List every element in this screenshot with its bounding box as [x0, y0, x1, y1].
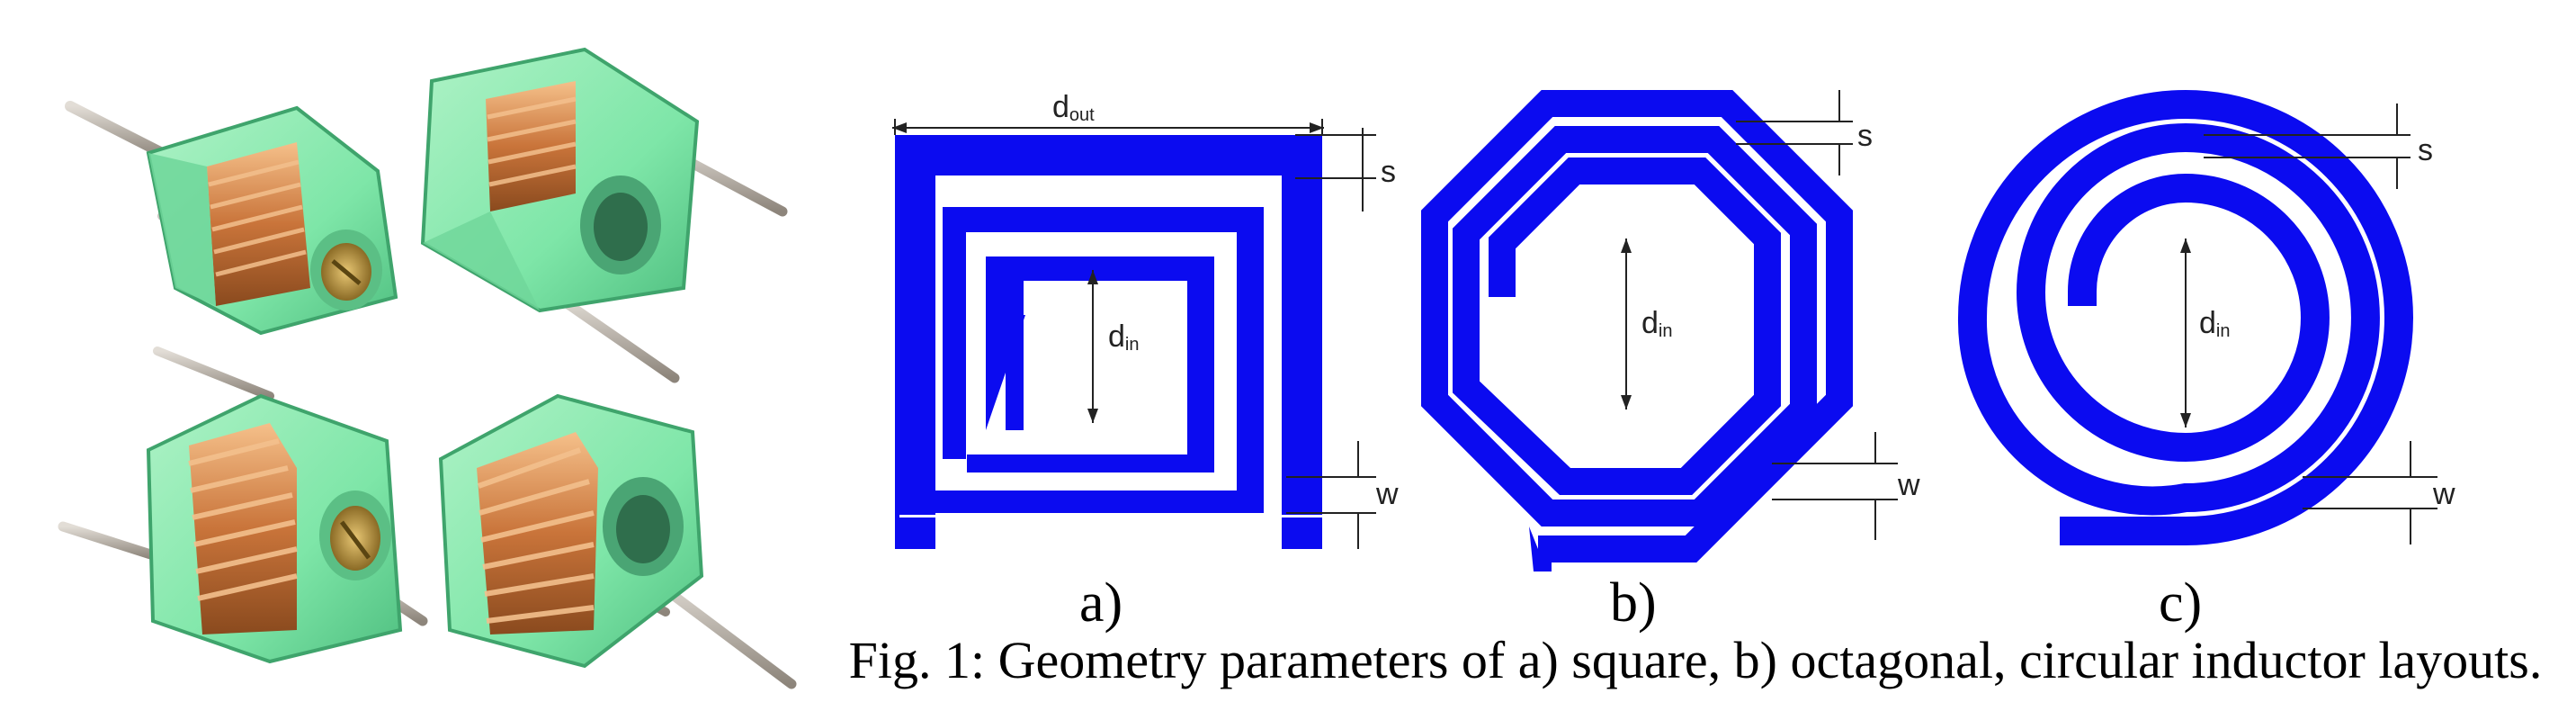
square-dimension-din [1087, 270, 1098, 423]
square-w-label: w [1375, 477, 1399, 511]
octagonal-dimension-s [1736, 90, 1853, 176]
square-dout-label: dout [1052, 90, 1095, 125]
square-dimension-s [1295, 128, 1376, 212]
octagonal-dimension-w [1772, 432, 1898, 540]
square-dimension-w [1286, 441, 1376, 549]
square-spiral-inductor [895, 135, 1322, 549]
octagonal-w-label: w [1897, 468, 1920, 502]
octagonal-s-label: s [1857, 119, 1873, 153]
variable-inductor-icon [58, 346, 428, 664]
circular-din-label: din [2199, 306, 2231, 341]
octagonal-din-label: din [1641, 306, 1673, 341]
circular-panel-label: c) [2159, 572, 2202, 634]
circular-dimension-din [2180, 238, 2191, 428]
octagonal-dimension-din [1621, 238, 1632, 410]
circular-dimension-w [2303, 441, 2437, 544]
circular-spiral-inductor [1957, 89, 2413, 545]
circular-dimension-s [2204, 104, 2411, 189]
variable-inductor-icon [438, 393, 797, 689]
variable-inductor-icon [420, 47, 788, 383]
figure-caption: Fig. 1: Geometry parameters of a) square… [848, 631, 2543, 689]
octagonal-panel-label: b) [1610, 572, 1657, 634]
square-panel-label: a) [1079, 572, 1123, 634]
square-s-label: s [1381, 155, 1396, 189]
square-din-label: din [1108, 320, 1140, 355]
circular-w-label: w [2432, 477, 2455, 511]
octagonal-spiral-inductor [1421, 90, 1853, 562]
circular-s-label: s [2418, 133, 2433, 167]
variable-inductor-icon [65, 101, 398, 336]
inductor-photo [58, 47, 797, 689]
square-dimension-dout [892, 119, 1324, 135]
